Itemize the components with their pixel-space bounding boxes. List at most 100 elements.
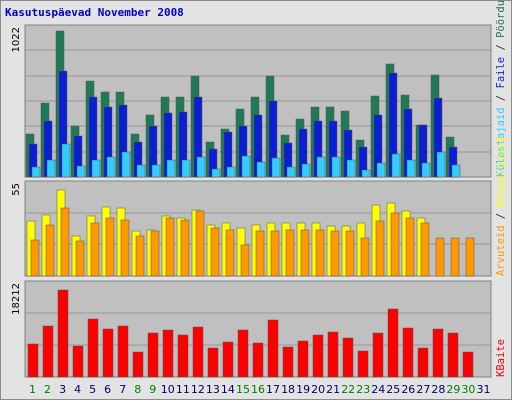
top-legend: Külastajaid / Faile / Pöördumisi	[495, 1, 507, 177]
top-bar-külastajaid-28	[436, 151, 446, 178]
day-label-12: 12	[191, 383, 205, 396]
bottom-bar-kbaite-29	[447, 332, 459, 378]
bottom-bar-kbaite-21	[327, 331, 339, 378]
day-label-17: 17	[266, 383, 280, 396]
chart-legends: Külastajaid / Faile / PöördumisiArvuteid…	[495, 1, 507, 377]
middle-bar-arvuteid-14	[225, 229, 235, 277]
top-bar-külastajaid-3	[61, 143, 71, 178]
day-label-2: 2	[44, 383, 51, 396]
top-bar-külastajaid-23	[361, 169, 371, 178]
bottom-bar-kbaite-8	[132, 351, 144, 378]
middle-bar-arvuteid-25	[390, 212, 400, 277]
top-bar-külastajaid-29	[451, 164, 461, 178]
day-label-3: 3	[59, 383, 66, 396]
day-label-10: 10	[161, 383, 175, 396]
middle-bar-arvuteid-13	[210, 227, 220, 277]
middle-bar-arvuteid-19	[300, 229, 310, 277]
top-bar-külastajaid-25	[391, 153, 401, 178]
top-bar-külastajaid-22	[346, 159, 356, 178]
bottom-bar-kbaite-3	[57, 289, 69, 378]
top-bar-külastajaid-19	[301, 163, 311, 178]
day-label-26: 26	[401, 383, 415, 396]
top-bar-külastajaid-20	[316, 156, 326, 178]
middle-bar-arvuteid-16	[255, 230, 265, 277]
bottom-bar-kbaite-20	[312, 334, 324, 378]
top-bar-külastajaid-9	[151, 164, 161, 178]
bottom-bar-kbaite-9	[147, 332, 159, 378]
day-label-27: 27	[416, 383, 430, 396]
top-bar-külastajaid-17	[271, 157, 281, 178]
bottom-bar-kbaite-23	[357, 350, 369, 378]
middle-bar-arvuteid-20	[315, 229, 325, 277]
middle-bar-arvuteid-12	[195, 210, 205, 277]
bottom-bar-kbaite-6	[102, 328, 114, 378]
day-label-25: 25	[386, 383, 400, 396]
bottom-bar-kbaite-30	[462, 351, 474, 378]
top-bar-külastajaid-26	[406, 159, 416, 178]
day-label-28: 28	[431, 383, 445, 396]
bottom-bar-kbaite-13	[207, 347, 219, 378]
bottom-bar-kbaite-2	[42, 325, 54, 378]
day-label-15: 15	[236, 383, 250, 396]
middle-bar-arvuteid-9	[150, 230, 160, 277]
bottom-bar-kbaite-1	[27, 343, 39, 378]
middle-bar-arvuteid-3	[60, 207, 70, 277]
day-label-4: 4	[74, 383, 81, 396]
top-bar-külastajaid-6	[106, 156, 116, 178]
day-label-23: 23	[356, 383, 370, 396]
middle-bar-arvuteid-6	[105, 217, 115, 277]
middle-bar-arvuteid-24	[375, 220, 385, 277]
top-bar-külastajaid-18	[286, 166, 296, 178]
top-ymax-label: 1022	[11, 27, 22, 52]
middle-bar-arvuteid-26	[405, 217, 415, 277]
day-label-20: 20	[311, 383, 325, 396]
day-label-21: 21	[326, 383, 340, 396]
middle-bar-arvuteid-4	[75, 240, 85, 277]
bottom-bar-kbaite-25	[387, 308, 399, 378]
day-label-1: 1	[29, 383, 36, 396]
bottom-bar-kbaite-7	[117, 325, 129, 378]
top-bar-külastajaid-12	[196, 156, 206, 178]
bottom-bar-kbaite-11	[177, 334, 189, 378]
legend-separator: /	[495, 38, 507, 57]
top-bar-külastajaid-10	[166, 159, 176, 178]
top-bar-külastajaid-2	[46, 159, 56, 178]
day-label-8: 8	[134, 383, 141, 396]
middle-bar-arvuteid-30	[465, 237, 475, 277]
day-label-16: 16	[251, 383, 265, 396]
middle-bar-arvuteid-1	[30, 239, 40, 277]
bottom-bar-kbaite-14	[222, 341, 234, 378]
top-bar-külastajaid-16	[256, 161, 266, 178]
bottom-legend: KBaite	[495, 339, 507, 377]
legend-separator: /	[495, 88, 507, 107]
top-bar-külastajaid-5	[91, 159, 101, 178]
middle-bar-arvuteid-18	[285, 229, 295, 277]
day-label-29: 29	[446, 383, 460, 396]
legend-item: Külastajaid	[495, 107, 507, 177]
bottom-bar-kbaite-4	[72, 345, 84, 378]
day-label-6: 6	[104, 383, 111, 396]
day-label-24: 24	[371, 383, 385, 396]
middle-ymax-label: 55	[11, 183, 22, 196]
top-bar-külastajaid-13	[211, 168, 221, 178]
middle-bar-arvuteid-7	[120, 219, 130, 277]
middle-legend: Arvuteid / Külastajaid	[495, 137, 507, 276]
middle-bar-arvuteid-17	[270, 230, 280, 277]
chart-panels: 1022 55 18212	[11, 24, 492, 378]
top-bar-külastajaid-14	[226, 166, 236, 178]
bottom-panel: 18212	[11, 280, 492, 378]
chart-title: Kasutuspäevad November 2008	[5, 6, 184, 19]
legend-item: Pöördumisi	[495, 1, 507, 38]
bottom-bar-kbaite-17	[267, 319, 279, 378]
day-label-7: 7	[119, 383, 126, 396]
middle-bar-arvuteid-27	[420, 222, 430, 277]
middle-bar-arvuteid-21	[330, 230, 340, 277]
middle-bar-arvuteid-11	[180, 219, 190, 277]
top-bar-külastajaid-1	[31, 166, 41, 178]
bottom-ymax-label: 18212	[11, 283, 22, 315]
middle-bar-arvuteid-5	[90, 222, 100, 277]
bottom-bar-kbaite-24	[372, 332, 384, 378]
top-panel: 1022	[11, 24, 492, 178]
bottom-bar-kbaite-19	[297, 340, 309, 378]
